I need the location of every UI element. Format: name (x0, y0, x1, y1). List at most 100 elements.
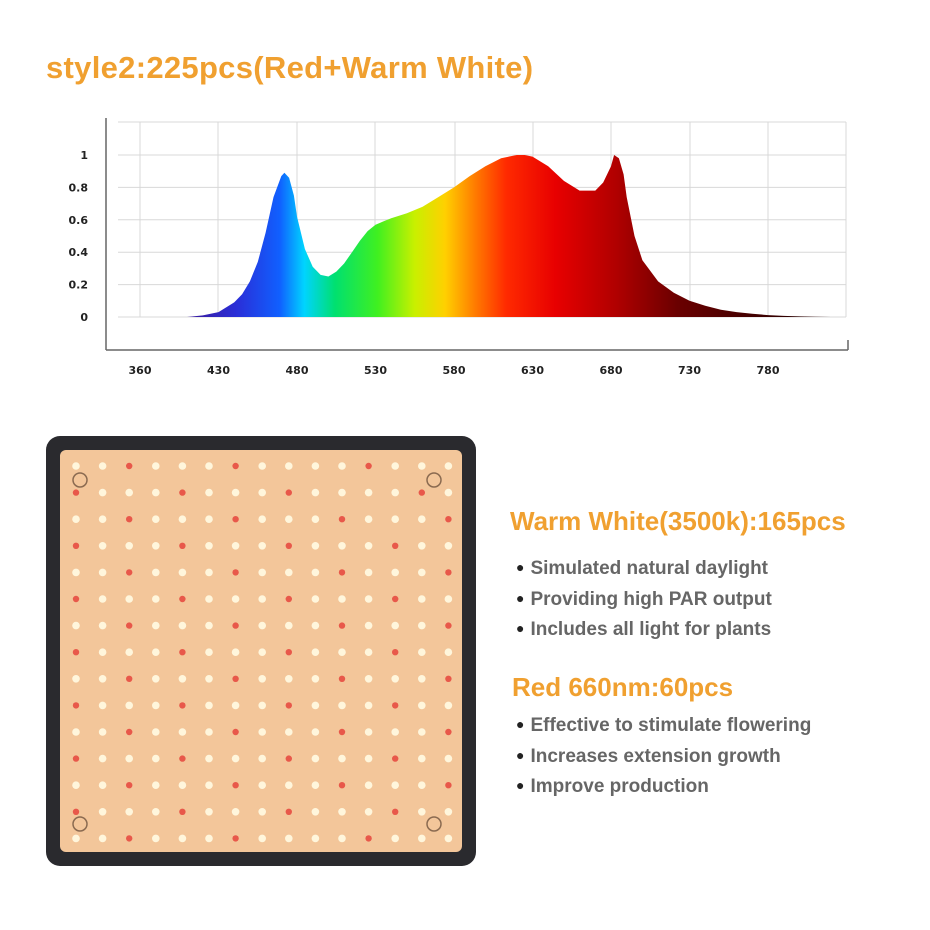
warm-white-led (311, 488, 320, 497)
warm-white-led (444, 595, 453, 603)
red-led (179, 542, 186, 549)
red-led (232, 728, 239, 736)
x-tick-label: 680 (600, 364, 623, 377)
warm-white-led (258, 701, 266, 710)
bullet-dot-icon: ● (516, 620, 525, 636)
warm-white-led (418, 568, 426, 577)
y-tick-label: 0.6 (69, 214, 89, 227)
x-tick-label: 780 (757, 364, 780, 377)
warm-white-led (364, 542, 373, 550)
red-led (365, 462, 372, 470)
warm-white-led (285, 568, 293, 577)
red-led (392, 649, 399, 656)
warm-white-led (391, 834, 400, 843)
warm-white-led (178, 675, 187, 683)
y-tick-label: 1 (80, 149, 88, 162)
warm-white-led (338, 595, 346, 603)
red-led (126, 516, 133, 523)
warm-white-led (178, 515, 187, 523)
warm-white-led (418, 595, 426, 603)
warm-white-led (418, 515, 426, 523)
red-led (72, 808, 80, 815)
warm-white-led (364, 648, 373, 656)
warm-white-led (98, 462, 107, 470)
warm-white-led (231, 595, 240, 603)
red-led (232, 622, 239, 629)
red-led (126, 675, 133, 682)
warm-white-led (311, 701, 320, 710)
red-led (72, 595, 80, 603)
warm-white-led (364, 595, 373, 603)
warm-white-led (444, 648, 453, 656)
red-led (232, 569, 239, 576)
red-led (232, 835, 239, 842)
bullet-dot-icon: ● (516, 559, 525, 575)
warm-white-led (364, 728, 373, 736)
warm-white-led (258, 568, 266, 577)
warm-white-led (258, 728, 266, 736)
warm-white-led (418, 462, 426, 470)
warm-white-led (98, 515, 107, 523)
warm-white-led (311, 621, 320, 630)
list-item: ● Effective to stimulate flowering (516, 715, 812, 736)
warm-white-led (444, 542, 453, 550)
warm-white-led (98, 675, 107, 683)
warm-white-led (418, 701, 426, 710)
warm-white-led (418, 728, 426, 736)
chart-area (187, 155, 831, 317)
red-led (232, 462, 239, 470)
red-led (72, 489, 80, 496)
warm-white-led (205, 781, 213, 789)
red-led (338, 569, 346, 576)
warm-white-led (152, 834, 160, 843)
warm-white-led (98, 488, 107, 497)
spectrum-chart: 360 430 480 530 580 630 680 730 780 0 0.2 0.4 0.6 0.… (69, 118, 849, 377)
warm-white-led (311, 728, 320, 736)
y-tick-label: 0.2 (69, 279, 89, 292)
warm-white-led (152, 781, 160, 789)
warm-white-led (72, 462, 80, 470)
warm-white-led (98, 648, 107, 656)
warm-white-led (205, 568, 213, 577)
red-led (338, 728, 346, 736)
warm-white-led (205, 488, 213, 497)
led-panel-image (46, 436, 476, 866)
warm-white-led (125, 542, 133, 550)
warm-white-led (364, 675, 373, 683)
warm-white-led (258, 675, 266, 683)
warm-white-led (444, 462, 453, 470)
warm-white-led (418, 754, 426, 763)
warm-white-led (311, 675, 320, 683)
warm-white-led (98, 781, 107, 789)
warm-white-led (258, 834, 266, 843)
warm-white-led (152, 728, 160, 736)
warm-white-led (418, 675, 426, 683)
warm-white-led (338, 488, 346, 497)
warm-white-led (391, 568, 400, 577)
warm-white-led (364, 754, 373, 763)
warm-white-led (178, 568, 187, 577)
warm-white-led (364, 568, 373, 577)
warm-white-led (391, 462, 400, 470)
red-led (445, 675, 452, 682)
warm-white-led (391, 621, 400, 630)
red-led (179, 595, 186, 603)
warm-white-led (72, 515, 80, 523)
warm-white-led (178, 728, 187, 736)
warm-white-led (152, 648, 160, 656)
red-led (445, 622, 452, 629)
x-tick-label: 580 (443, 364, 466, 377)
warm-white-led (205, 728, 213, 736)
bullet-dot-icon: ● (516, 746, 525, 763)
warm-white-led (444, 834, 453, 843)
warm-white-led (418, 621, 426, 630)
list-item: ● Improve production (516, 776, 709, 797)
red-led (418, 489, 425, 496)
chart-axes (105, 118, 849, 351)
y-tick-label: 0.8 (69, 181, 89, 194)
warm-white-led (391, 515, 400, 523)
warm-white-led (152, 542, 160, 550)
warm-white-led (391, 728, 400, 736)
warm-white-led (178, 462, 187, 470)
warm-white-led (364, 781, 373, 789)
